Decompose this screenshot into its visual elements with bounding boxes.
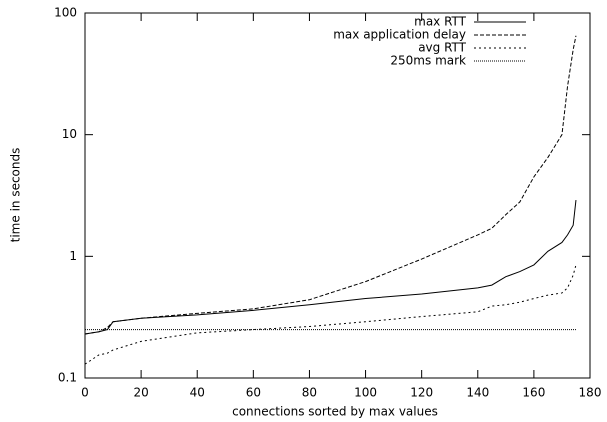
x-axis-label: connections sorted by max values [232,405,438,419]
x-tick-label: 180 [579,386,602,400]
series-line [84,200,577,335]
y-tick-label: 10 [62,127,77,141]
x-tick-label: 120 [410,386,433,400]
y-tick-label: 1 [69,249,77,263]
legend-label: max application delay [333,28,466,42]
x-tick-label: 0 [81,386,89,400]
y-tick-label: 100 [54,6,77,20]
x-tick-label: 100 [354,386,377,400]
y-tick-label: 0.1 [58,371,77,385]
x-tick-label: 20 [133,386,148,400]
y-axis-label: time in seconds [9,148,23,243]
x-tick-label: 60 [246,386,261,400]
series-line [84,35,577,335]
x-tick-label: 160 [522,386,545,400]
legend-label: avg RTT [418,41,466,55]
legend-label: max RTT [414,15,467,29]
legend-label: 250ms mark [390,54,466,68]
plot-frame [84,12,591,379]
x-tick-label: 80 [302,386,317,400]
series-line [84,264,577,365]
x-tick-label: 140 [466,386,489,400]
x-tick-label: 40 [190,386,205,400]
